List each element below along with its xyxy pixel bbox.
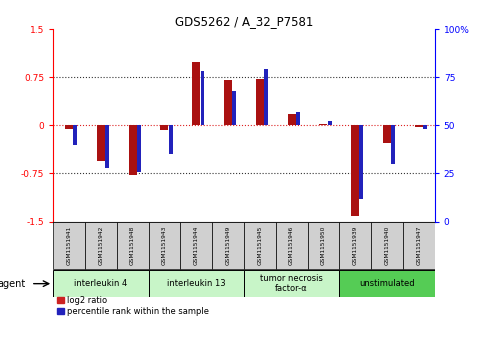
Bar xyxy=(423,125,427,129)
Bar xyxy=(149,222,180,269)
Text: GSM1151947: GSM1151947 xyxy=(416,225,421,265)
Bar xyxy=(160,125,169,130)
Text: GSM1151942: GSM1151942 xyxy=(99,225,103,265)
Legend: log2 ratio, percentile rank within the sample: log2 ratio, percentile rank within the s… xyxy=(57,295,209,316)
Bar xyxy=(415,125,423,127)
Text: GSM1151940: GSM1151940 xyxy=(384,225,389,265)
Bar xyxy=(212,222,244,269)
Bar xyxy=(169,125,172,154)
Bar xyxy=(224,80,232,125)
Bar xyxy=(296,112,300,125)
Bar xyxy=(117,222,149,269)
Bar xyxy=(288,114,296,125)
Bar xyxy=(137,125,141,172)
Bar xyxy=(327,122,331,125)
Bar xyxy=(339,270,435,297)
Bar xyxy=(264,69,268,125)
Bar xyxy=(276,222,308,269)
Text: GSM1151943: GSM1151943 xyxy=(162,225,167,265)
Bar xyxy=(65,125,73,129)
Bar xyxy=(97,125,105,161)
Bar xyxy=(383,125,391,143)
Bar xyxy=(53,222,85,269)
Bar xyxy=(391,125,395,164)
Bar xyxy=(149,270,244,297)
Text: GSM1151949: GSM1151949 xyxy=(226,225,230,265)
Bar xyxy=(85,222,117,269)
Bar xyxy=(180,222,212,269)
Bar xyxy=(351,125,359,216)
Text: GSM1151950: GSM1151950 xyxy=(321,225,326,265)
Bar xyxy=(256,79,264,125)
Text: interleukin 4: interleukin 4 xyxy=(74,279,128,288)
Bar xyxy=(128,125,137,175)
Text: agent: agent xyxy=(0,279,26,289)
Bar xyxy=(232,91,236,125)
Bar xyxy=(319,124,327,125)
Text: GSM1151945: GSM1151945 xyxy=(257,225,262,265)
Bar xyxy=(73,125,77,144)
Text: GSM1151939: GSM1151939 xyxy=(353,225,358,265)
Bar xyxy=(403,222,435,269)
Title: GDS5262 / A_32_P7581: GDS5262 / A_32_P7581 xyxy=(175,15,313,28)
Bar xyxy=(53,270,149,297)
Bar xyxy=(192,62,200,125)
Text: unstimulated: unstimulated xyxy=(359,279,415,288)
Bar xyxy=(308,222,339,269)
Text: interleukin 13: interleukin 13 xyxy=(167,279,226,288)
Bar xyxy=(371,222,403,269)
Bar xyxy=(339,222,371,269)
Text: tumor necrosis
factor-α: tumor necrosis factor-α xyxy=(260,274,323,293)
Bar xyxy=(359,125,363,199)
Text: GSM1151944: GSM1151944 xyxy=(194,225,199,265)
Bar xyxy=(244,222,276,269)
Bar xyxy=(105,125,109,168)
Text: GSM1151941: GSM1151941 xyxy=(67,225,71,265)
Text: GSM1151948: GSM1151948 xyxy=(130,225,135,265)
Bar xyxy=(200,72,204,125)
Bar xyxy=(244,270,339,297)
Text: GSM1151946: GSM1151946 xyxy=(289,225,294,265)
